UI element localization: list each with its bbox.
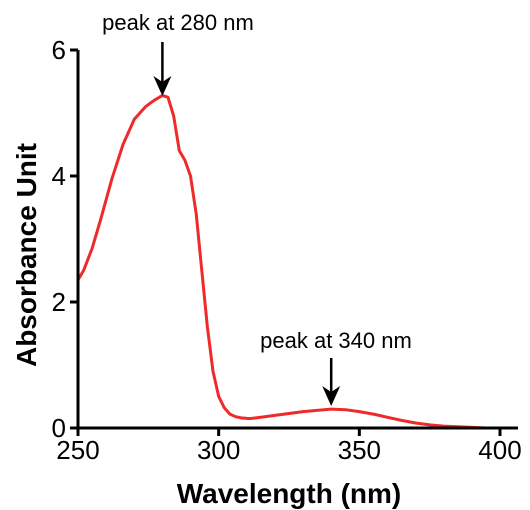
y-axis-title: Absorbance Unit	[11, 143, 42, 367]
y-tick-label: 2	[52, 287, 66, 317]
y-tick-label: 4	[52, 161, 66, 191]
peak-arrow-head	[153, 76, 172, 96]
peak-arrow-head	[322, 386, 341, 406]
peak-annotation-label: peak at 340 nm	[260, 328, 412, 353]
x-tick-label: 300	[197, 435, 240, 465]
peak-annotation-label: peak at 280 nm	[102, 10, 254, 35]
x-tick-label: 250	[56, 435, 99, 465]
x-tick-label: 400	[478, 435, 521, 465]
x-tick-label: 350	[338, 435, 381, 465]
x-axis-title: Wavelength (nm)	[177, 478, 402, 509]
y-tick-label: 0	[52, 413, 66, 443]
y-tick-label: 6	[52, 35, 66, 65]
series-line-0	[76, 93, 502, 430]
